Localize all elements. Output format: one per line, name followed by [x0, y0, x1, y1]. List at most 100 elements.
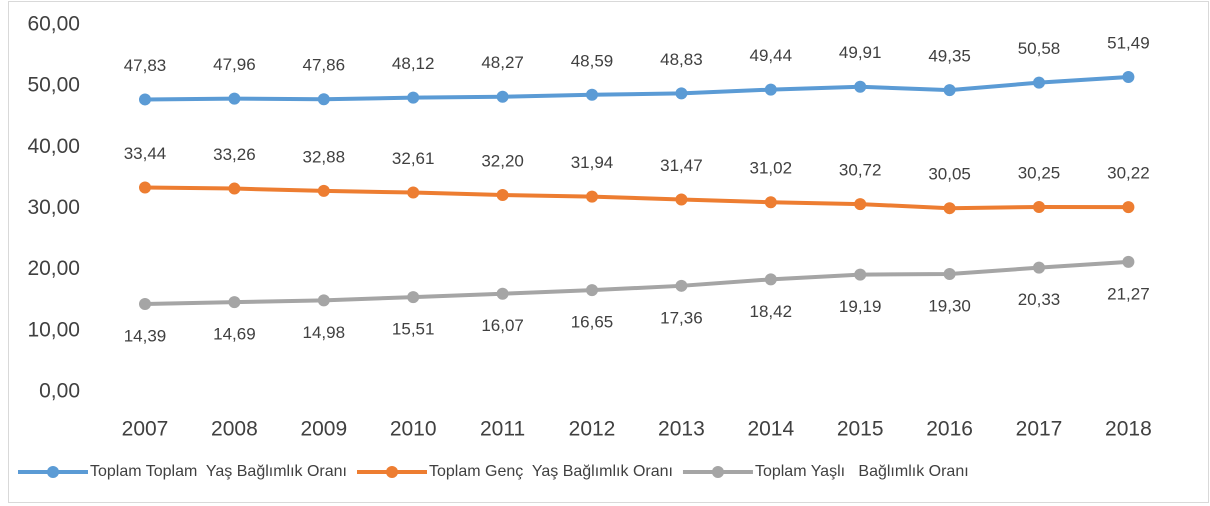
data-label: 20,33 [1018, 290, 1061, 309]
data-label: 48,59 [571, 51, 614, 70]
data-label: 30,05 [928, 165, 971, 184]
x-tick-label: 2018 [1105, 418, 1152, 441]
x-tick-label: 2013 [658, 418, 705, 441]
data-point [586, 190, 598, 203]
data-label: 14,98 [303, 323, 346, 342]
data-point [764, 83, 777, 96]
y-tick-label: 0,00 [39, 380, 80, 403]
data-point [586, 284, 598, 297]
y-tick-label: 20,00 [27, 257, 80, 280]
data-point [139, 297, 151, 310]
y-tick-label: 30,00 [27, 196, 80, 219]
x-tick-label: 2010 [390, 418, 437, 441]
x-tick-label: 2011 [480, 418, 525, 441]
data-label: 30,72 [839, 161, 882, 180]
data-label: 49,35 [928, 47, 971, 66]
data-label: 32,61 [392, 149, 435, 168]
data-point [139, 181, 151, 194]
series-line [144, 259, 1129, 306]
data-point [943, 84, 956, 97]
data-point [854, 268, 867, 281]
data-label: 16,65 [571, 313, 614, 332]
data-label: 51,49 [1107, 34, 1150, 53]
data-point [317, 184, 330, 197]
data-point [1033, 76, 1045, 89]
legend-marker [386, 466, 398, 478]
x-tick-label: 2014 [747, 418, 794, 441]
data-point [1122, 71, 1135, 84]
data-label: 17,36 [660, 308, 703, 327]
data-label: 47,83 [124, 56, 167, 75]
data-label: 15,51 [392, 320, 435, 339]
data-point [675, 193, 688, 206]
data-point [1122, 255, 1135, 268]
data-point [407, 186, 420, 199]
data-point [228, 182, 241, 195]
data-point [407, 91, 420, 104]
data-point [496, 189, 509, 202]
y-tick-label: 60,00 [27, 13, 80, 36]
data-label: 33,26 [213, 145, 256, 164]
x-tick-label: 2015 [837, 418, 884, 441]
data-label: 16,07 [481, 316, 524, 335]
data-label: 19,19 [839, 297, 882, 316]
data-label: 49,91 [839, 43, 882, 62]
data-label: 32,88 [303, 147, 346, 166]
data-point [854, 80, 867, 93]
data-point [1122, 201, 1135, 214]
y-tick-label: 40,00 [27, 135, 80, 158]
data-label: 14,39 [124, 326, 167, 345]
data-point [854, 198, 867, 211]
data-point [407, 291, 420, 304]
data-label: 47,86 [303, 56, 346, 75]
data-point [943, 267, 956, 280]
data-point [675, 87, 688, 100]
data-label: 18,42 [750, 302, 793, 321]
data-label: 50,58 [1018, 39, 1061, 58]
legend-label: Toplam Genç Yaş Bağlımlık Oranı [429, 463, 673, 480]
x-tick-label: 2016 [926, 418, 973, 441]
data-point [1033, 261, 1045, 274]
data-label: 32,20 [481, 152, 524, 171]
data-label: 49,44 [750, 46, 793, 65]
data-point [139, 93, 151, 106]
data-label: 30,25 [1018, 163, 1061, 182]
data-label: 19,30 [928, 296, 971, 315]
data-label: 48,12 [392, 54, 435, 73]
data-point [675, 279, 688, 292]
data-point [764, 273, 777, 286]
legend-label: Toplam Toplam Yaş Bağlımlık Oranı [90, 463, 347, 480]
data-label: 48,27 [481, 53, 524, 72]
data-label: 14,69 [213, 325, 256, 344]
x-tick-label: 2008 [211, 418, 258, 441]
x-tick-label: 2009 [300, 418, 347, 441]
data-point [496, 90, 509, 103]
y-tick-label: 50,00 [27, 74, 80, 97]
data-point [943, 202, 956, 215]
series-line [144, 185, 1129, 211]
x-tick-label: 2007 [122, 418, 169, 441]
data-point [496, 287, 509, 300]
data-label: 21,27 [1107, 284, 1150, 303]
data-label: 48,83 [660, 50, 703, 69]
x-tick-label: 2012 [569, 418, 616, 441]
data-point [586, 88, 598, 101]
legend-marker [47, 466, 59, 478]
legend-marker [711, 466, 724, 478]
data-label: 47,96 [213, 55, 256, 74]
data-label: 31,02 [750, 159, 793, 178]
series-line [144, 75, 1129, 102]
legend-label: Toplam Yaşlı Bağlımlık Oranı [755, 463, 969, 480]
data-label: 33,44 [124, 144, 167, 163]
data-point [228, 296, 241, 309]
y-tick-label: 10,00 [27, 318, 80, 341]
data-label: 30,22 [1107, 164, 1150, 183]
data-point [228, 92, 241, 105]
data-point [317, 294, 330, 307]
x-tick-label: 2017 [1016, 418, 1063, 441]
data-label: 31,47 [660, 156, 703, 175]
data-point [1033, 200, 1045, 213]
data-point [317, 93, 330, 106]
data-point [764, 196, 777, 209]
